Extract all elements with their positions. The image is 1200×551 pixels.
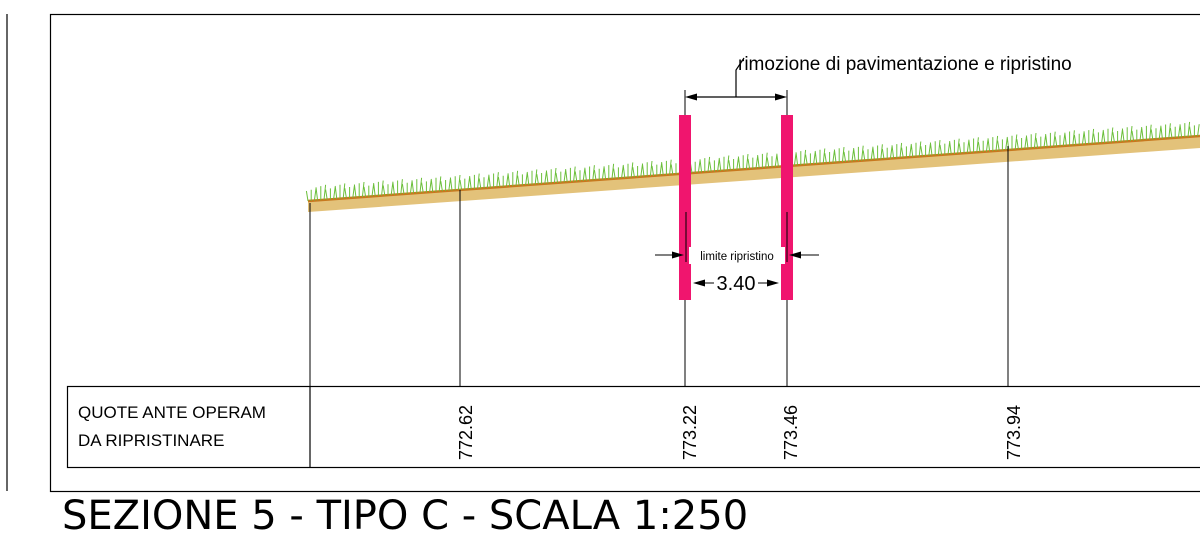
- width-dim-arrow-right: [767, 279, 779, 287]
- removal-arrow-right: [775, 93, 787, 101]
- grass-layer: [305, 121, 1200, 202]
- limit-marker-left: [679, 115, 691, 300]
- elevation-value: 773.22: [680, 405, 700, 460]
- section-title: SEZIONE 5 - TIPO C - SCALA 1:250: [62, 493, 749, 539]
- elevation-value: 772.62: [456, 405, 476, 460]
- removal-label: rimozione di pavimentazione e ripristino: [738, 54, 1072, 75]
- elevation-value: 773.94: [1004, 405, 1024, 460]
- limit-label-box: [689, 247, 785, 264]
- removal-leader: [735, 57, 745, 97]
- drawing-frame: [49, 13, 1200, 493]
- elevation-value: 773.46: [781, 405, 801, 460]
- terrain-fill: [308, 136, 1200, 212]
- grass-strokes: [305, 121, 1200, 202]
- width-dim-arrow-left: [693, 279, 705, 287]
- elevation-table: [66, 385, 1200, 469]
- limit-marker-right: [781, 115, 793, 300]
- table-row-label-line1: QUOTE ANTE OPERAM: [78, 403, 266, 422]
- table-row-label-line2: DA RIPRISTINARE: [78, 431, 224, 450]
- width-dimension: 3.40: [717, 273, 756, 295]
- limit-arrow-left-head: [672, 251, 684, 259]
- limit-label: limite ripristino: [700, 251, 774, 263]
- limit-arrow-right-head: [789, 251, 801, 259]
- ground-line: [307, 134, 1200, 203]
- removal-arrow-left: [685, 93, 697, 101]
